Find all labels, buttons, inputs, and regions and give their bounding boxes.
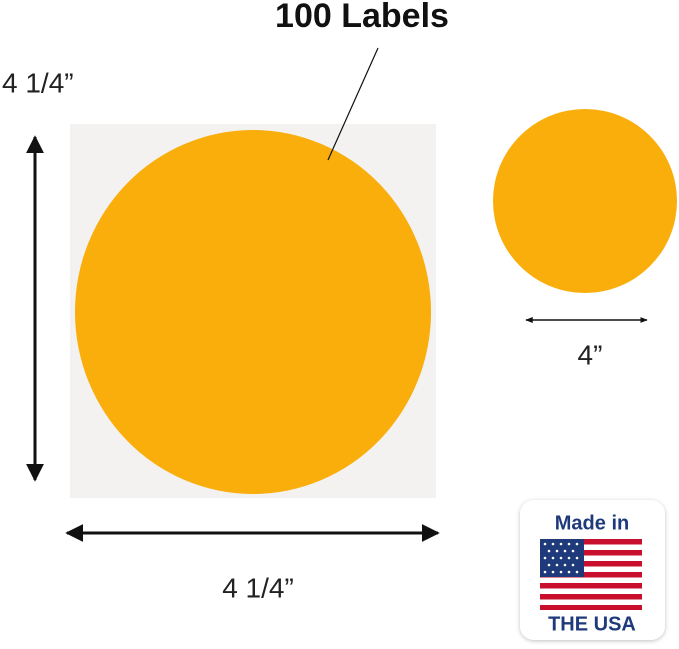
title: 100 Labels: [275, 0, 449, 35]
badge-bottom: THE USA: [548, 613, 636, 635]
small-label-text: 4”: [578, 339, 603, 370]
height-label: 4 1/4”: [2, 67, 74, 98]
badge-top: Made in: [555, 512, 629, 534]
leader-line: [327, 47, 379, 161]
made-in-usa-badge: Made in THE USA: [520, 500, 665, 640]
small-label: [493, 109, 677, 293]
width-label: 4 1/4”: [222, 572, 294, 603]
flag: [540, 539, 642, 610]
large-label: [75, 130, 431, 494]
